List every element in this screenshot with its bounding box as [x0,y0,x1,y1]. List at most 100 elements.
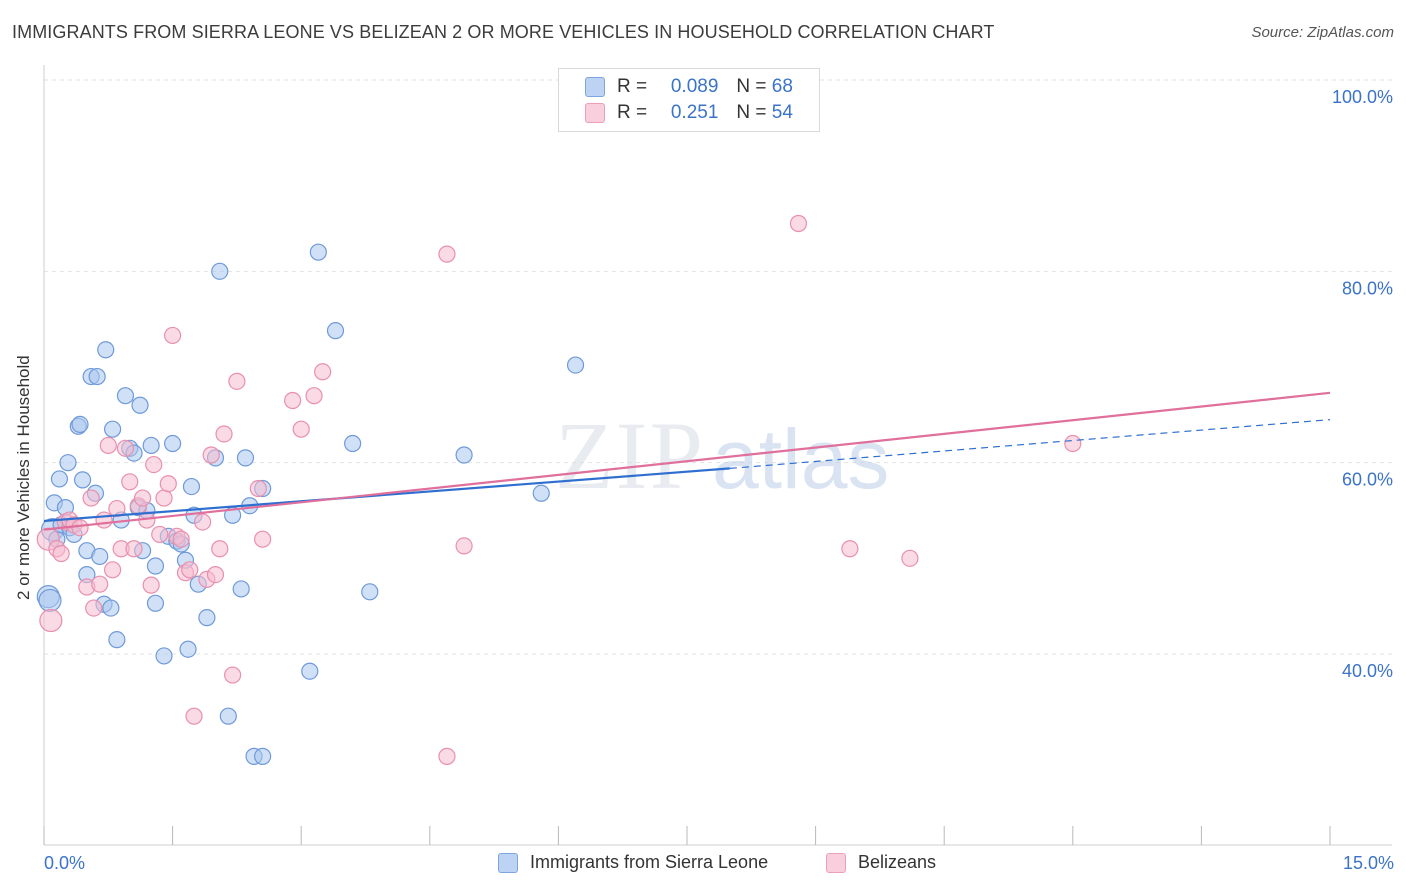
x-tick-min: 0.0% [44,853,86,873]
point-belizeans [164,326,182,345]
point-sierra-leone [50,470,69,488]
point-belizeans [206,565,225,584]
point-belizeans [455,537,473,555]
point-belizeans [901,549,919,567]
r-value: 0.251 [670,102,719,123]
point-belizeans [91,575,109,593]
point-belizeans [95,511,113,529]
watermark-zip: ZIP [555,402,705,509]
legend-swatch-pink [826,852,846,873]
point-sierra-leone [142,436,160,455]
n-label: N = [736,102,767,123]
trend-line-belizeans [43,391,1331,531]
legend-row-sierra-leone: R = 0.089 N = 68 [585,75,793,99]
point-belizeans [39,608,63,633]
n-label: N = [736,76,767,97]
point-belizeans [121,473,139,491]
point-belizeans [292,420,310,438]
point-sierra-leone [455,446,473,464]
point-sierra-leone [59,454,77,472]
point-sierra-leone [164,434,182,453]
legend-swatch-blue [498,852,518,873]
point-sierra-leone [361,583,379,601]
y-tick-labels: 40.0% 60.0% 80.0% 100.0% [1332,87,1393,681]
point-sierra-leone [232,580,250,598]
point-belizeans [314,363,332,381]
point-belizeans [305,387,323,405]
point-belizeans [172,530,190,548]
trend-line-sierra-leone-extension [729,419,1331,470]
point-belizeans [142,576,160,594]
y-tick-label: 60.0% [1342,470,1393,490]
point-sierra-leone [88,367,106,386]
point-belizeans [194,513,212,531]
n-value: 68 [771,76,793,97]
data-points [36,214,1082,765]
point-sierra-leone [219,707,237,725]
point-belizeans [116,439,135,457]
point-sierra-leone [91,547,109,566]
point-sierra-leone [71,415,89,433]
y-axis-label: 2 or more Vehicles in Household [14,355,33,600]
point-sierra-leone [344,434,362,453]
point-sierra-leone [326,322,345,340]
point-sierra-leone [103,420,122,438]
legend-label-belizeans: Belizeans [858,852,937,872]
point-sierra-leone [146,557,165,575]
point-sierra-leone [566,356,585,374]
y-tick-label: 100.0% [1332,87,1393,107]
axes [43,65,1392,846]
point-belizeans [155,489,173,507]
y-tick-label: 80.0% [1342,278,1393,298]
point-sierra-leone [179,640,197,658]
point-belizeans [224,666,242,684]
point-sierra-leone [102,599,120,617]
legend-row-belizeans: R = 0.251 N = 54 [585,101,793,125]
r-label: R = [617,102,648,123]
point-sierra-leone [301,662,319,680]
point-belizeans [52,544,70,563]
point-sierra-leone [108,631,126,649]
point-belizeans [159,475,177,493]
n-value: 54 [771,102,793,123]
point-belizeans [284,391,302,410]
point-sierra-leone [211,262,229,280]
point-belizeans [99,436,117,455]
point-sierra-leone [38,588,62,613]
point-sierra-leone [73,471,92,489]
legend-item-belizeans: Belizeans [826,852,936,873]
point-belizeans [151,525,169,544]
point-sierra-leone [532,484,550,502]
y-tick-label: 40.0% [1342,661,1393,681]
point-belizeans [181,561,199,579]
legend-swatch-blue [585,77,605,97]
chart-title: IMMIGRANTS FROM SIERRA LEONE VS BELIZEAN… [12,22,995,42]
legend-label-sierra-leone: Immigrants from Sierra Leone [530,852,769,872]
point-belizeans [125,540,143,558]
point-belizeans [103,561,122,579]
point-belizeans [1064,434,1082,453]
correlation-legend: R = 0.089 N = 68 R = 0.251 N = 54 [558,68,820,132]
point-belizeans [71,519,89,537]
point-sierra-leone [97,341,115,359]
point-sierra-leone [182,477,201,496]
point-belizeans [85,599,103,617]
point-belizeans [254,530,272,548]
point-belizeans [841,540,859,558]
point-sierra-leone [131,396,149,414]
source-credit: Source: ZipAtlas.com [1251,24,1394,41]
point-belizeans [228,372,246,390]
r-label: R = [617,76,648,97]
point-sierra-leone [309,243,327,261]
gridlines [44,79,1392,655]
trend-line-sierra-leone [43,467,730,523]
legend-item-sierra-leone: Immigrants from Sierra Leone [498,852,768,873]
point-sierra-leone [146,594,165,612]
point-sierra-leone [236,449,255,467]
point-belizeans [82,489,100,507]
trend-lines [43,391,1331,531]
point-belizeans [133,489,152,507]
watermark-atlas: atlas [712,412,889,506]
point-belizeans [211,540,229,558]
